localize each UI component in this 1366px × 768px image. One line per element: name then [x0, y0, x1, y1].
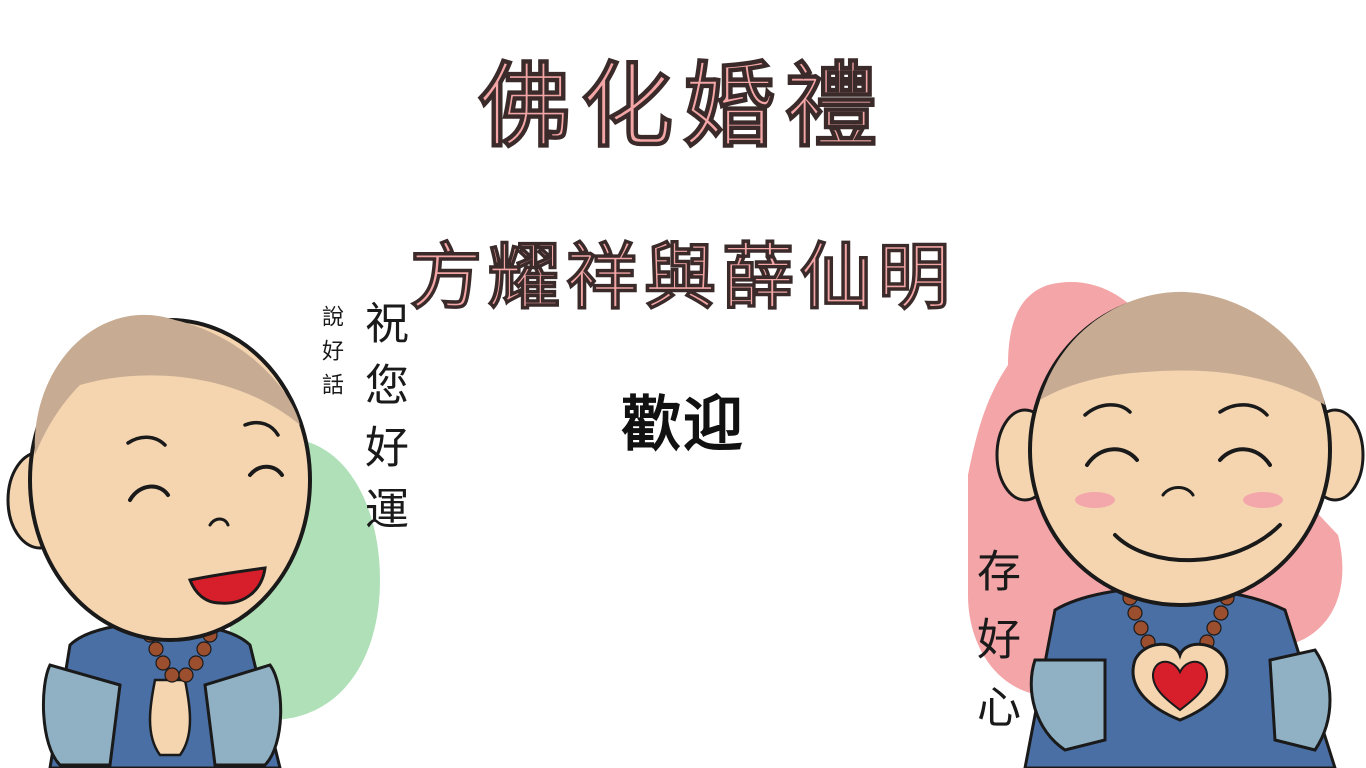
- right-eye: [1218, 447, 1272, 467]
- open-mouth: [187, 566, 267, 605]
- left-monk-illustration: [6, 314, 312, 768]
- right-eyebrow: [1218, 403, 1269, 417]
- left-eye: [128, 484, 170, 502]
- right-eye: [248, 464, 284, 477]
- head-top: [34, 314, 300, 455]
- left-main-phrase: 祝您好運: [357, 300, 408, 548]
- right-sleeve: [1268, 648, 1332, 752]
- left-eyebrow: [1083, 403, 1132, 417]
- welcome-text: 歡迎: [621, 390, 745, 460]
- nose: [208, 517, 230, 527]
- right-monk-illustration: [995, 291, 1365, 768]
- page-title: 佛化婚禮: [478, 51, 887, 161]
- right-blush: [1243, 492, 1283, 508]
- right-main-phrase: 存好心: [969, 548, 1020, 752]
- nose: [1161, 486, 1195, 497]
- prayer-beads: [142, 627, 218, 683]
- right-sleeve: [203, 663, 283, 767]
- head-top: [1040, 291, 1325, 405]
- left-small-phrase: 說好話: [318, 305, 343, 407]
- smile: [1113, 523, 1282, 563]
- couple-names: 方耀祥與薛仙明: [409, 233, 956, 319]
- left-blush: [1075, 492, 1115, 508]
- praying-hands: [148, 678, 192, 757]
- right-eyebrow: [243, 420, 280, 437]
- left-eye: [1085, 447, 1139, 467]
- left-sleeve: [42, 663, 122, 767]
- left-eyebrow: [126, 435, 167, 447]
- left-sleeve: [1029, 658, 1107, 752]
- heart-icon: [1151, 660, 1209, 712]
